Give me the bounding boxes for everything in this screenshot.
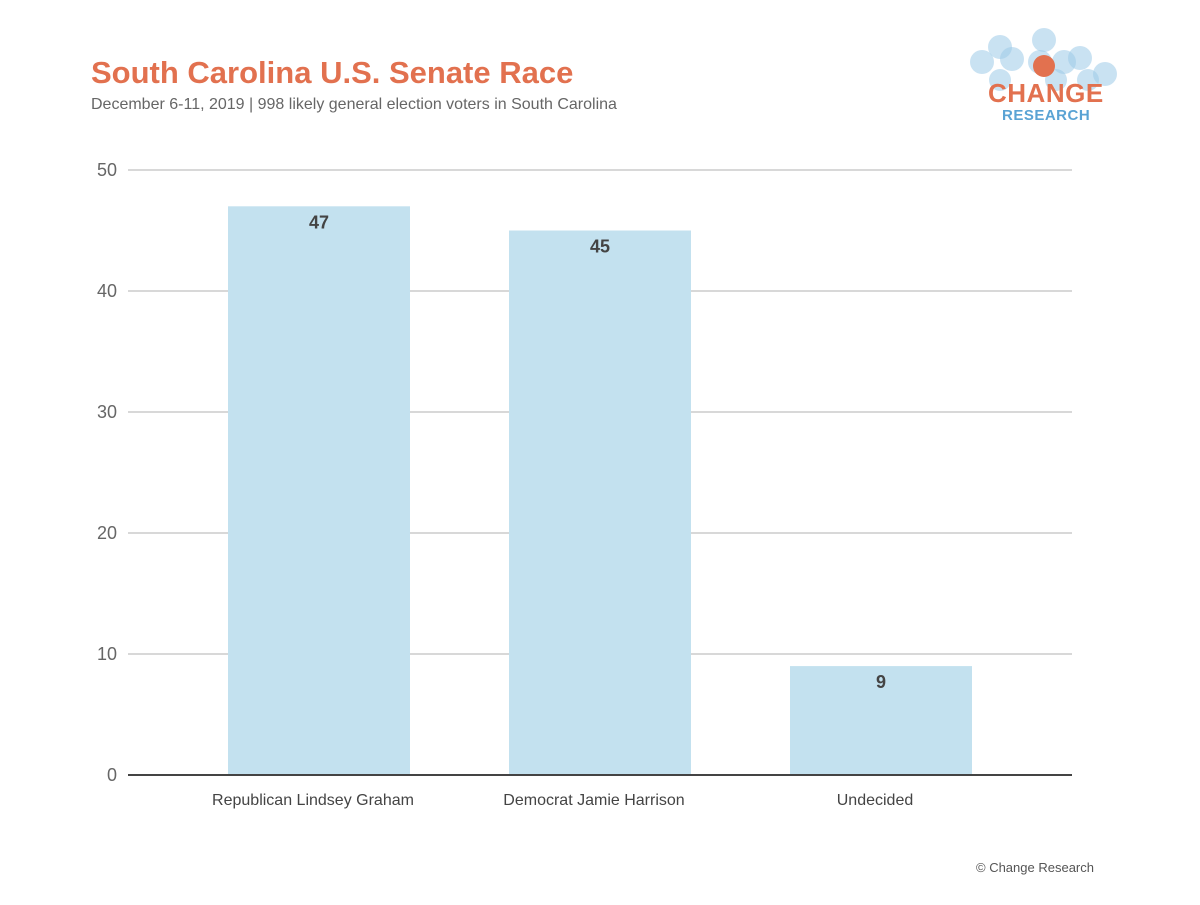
chart-title: South Carolina U.S. Senate Race — [91, 55, 574, 90]
logo-text-change: CHANGE — [988, 78, 1104, 108]
x-tick-label: Democrat Jamie Harrison — [503, 792, 684, 809]
bar — [509, 230, 691, 775]
y-tick-label: 10 — [97, 644, 117, 664]
copyright-credit: © Change Research — [976, 860, 1094, 875]
x-tick-label: Undecided — [837, 792, 914, 809]
logo-bubbles-icon — [970, 28, 1117, 91]
y-tick-label: 30 — [97, 402, 117, 422]
data-label: 9 — [876, 672, 886, 692]
y-tick-label: 20 — [97, 523, 117, 543]
chart-subtitle: December 6-11, 2019 | 998 likely general… — [91, 96, 617, 113]
bar — [790, 666, 972, 775]
data-label: 47 — [309, 212, 329, 232]
logo-text-research: RESEARCH — [1002, 107, 1091, 124]
bar — [228, 206, 410, 776]
y-tick-label: 50 — [97, 160, 117, 180]
data-label: 45 — [590, 237, 610, 257]
y-tick-label: 0 — [107, 765, 117, 785]
y-tick-label: 40 — [97, 281, 117, 301]
change-research-logo: CHANGE RESEARCH — [960, 22, 1130, 132]
x-tick-label: Republican Lindsey Graham — [212, 792, 414, 809]
